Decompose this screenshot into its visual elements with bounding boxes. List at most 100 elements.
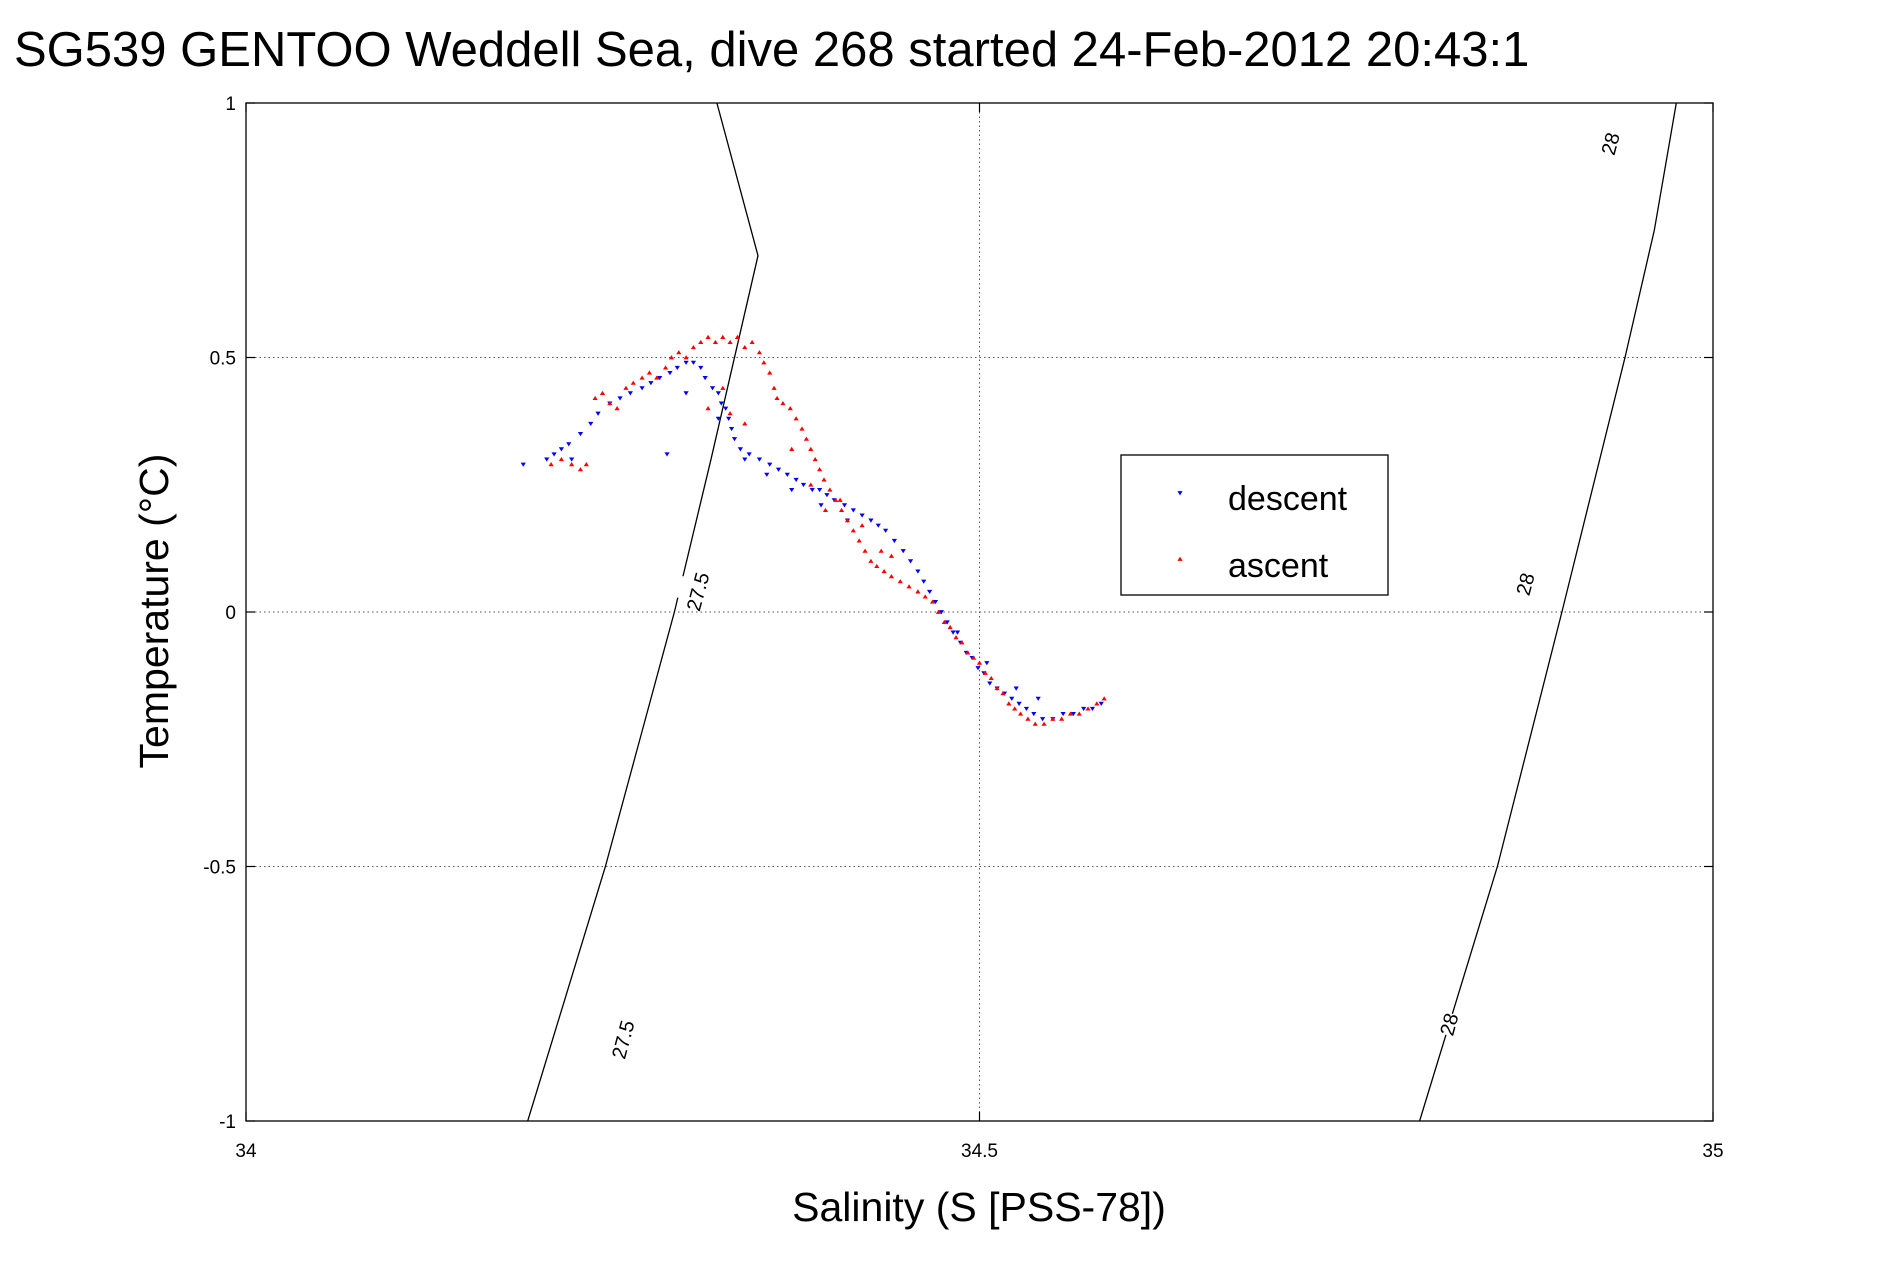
ascent-point xyxy=(953,635,959,640)
legend-marker-descent xyxy=(1177,491,1183,496)
ascent-point xyxy=(742,344,748,350)
descent-point xyxy=(921,579,927,584)
descent-point xyxy=(728,426,735,432)
ascent-point xyxy=(577,467,584,472)
contour-label-bg xyxy=(1578,125,1643,163)
descent-point xyxy=(841,503,848,508)
ascent-point xyxy=(971,655,977,660)
descent-point xyxy=(850,508,856,513)
ascent-point xyxy=(982,670,988,675)
y-tick-label: -1 xyxy=(219,1112,236,1133)
y-tick-label: 1 xyxy=(225,94,236,115)
descent-point xyxy=(627,391,633,396)
descent-point xyxy=(648,381,654,386)
descent-point xyxy=(1016,701,1022,706)
descent-point xyxy=(756,457,763,462)
ascent-point xyxy=(888,574,895,579)
ascent-point xyxy=(1085,706,1091,711)
isopycnal-line-27.5 xyxy=(527,103,759,1121)
ascent-point xyxy=(1032,721,1038,726)
ascent-point xyxy=(1094,701,1100,706)
y-tick-label: 0.5 xyxy=(210,349,236,370)
ascent-point xyxy=(771,385,777,390)
ascent-point xyxy=(698,339,704,345)
descent-point xyxy=(742,457,748,462)
isopycnal-line-28 xyxy=(1418,103,1677,1121)
ascent-point xyxy=(720,385,726,390)
ascent-point xyxy=(799,426,805,431)
descent-point xyxy=(950,630,956,635)
ascent-point xyxy=(808,446,814,451)
legend-marker-ascent-shape xyxy=(1177,556,1183,561)
x-tick-label: 35 xyxy=(1702,1141,1723,1162)
descent-point xyxy=(690,360,697,365)
descent-point xyxy=(737,447,743,452)
descent-point xyxy=(764,472,770,477)
ascent-point xyxy=(676,350,682,355)
legend-marker-descent-shape xyxy=(1177,491,1183,496)
ascent-point xyxy=(1012,706,1018,711)
ascent-point xyxy=(803,436,809,441)
ascent-point xyxy=(548,462,554,467)
descent-point xyxy=(520,462,526,467)
descent-point xyxy=(915,569,921,574)
ascent-point xyxy=(789,446,795,451)
descent-point xyxy=(674,365,680,371)
ascent-point xyxy=(827,487,833,492)
ascent-point xyxy=(881,568,887,574)
descent-point xyxy=(1081,706,1087,712)
ascent-point xyxy=(897,579,903,584)
ascent-point xyxy=(787,406,793,411)
descent-point xyxy=(984,661,990,666)
y-axis-label: Temperature (°C) xyxy=(131,454,177,769)
descent-point xyxy=(824,493,830,498)
descent-point xyxy=(1070,711,1076,717)
descent-point xyxy=(683,360,689,365)
ascent-point xyxy=(1059,716,1065,721)
descent-point xyxy=(816,488,823,493)
ascent-point xyxy=(941,619,947,624)
descent-point xyxy=(667,370,673,376)
ascent-point xyxy=(614,406,620,411)
ascent-point xyxy=(906,584,912,589)
ascent-point xyxy=(1017,711,1024,716)
ascent-point xyxy=(868,558,874,563)
ascent-point xyxy=(812,456,818,462)
descent-point xyxy=(731,437,738,442)
ascent-point xyxy=(767,370,773,375)
descent-point xyxy=(746,452,752,457)
descent-point xyxy=(569,457,575,462)
ascent-point xyxy=(994,686,1000,691)
descent-point xyxy=(718,401,724,406)
descent-point xyxy=(932,600,939,605)
ascent-point xyxy=(1050,716,1056,721)
descent-point xyxy=(1060,711,1066,717)
ascent-point xyxy=(1025,716,1031,721)
descent-point xyxy=(1098,701,1104,706)
ascent-point xyxy=(833,497,839,502)
ascent-point xyxy=(844,518,851,523)
legend-box xyxy=(1120,454,1389,596)
ascent-point xyxy=(720,334,726,339)
ascent-point xyxy=(988,675,994,680)
x-tick-label: 34 xyxy=(235,1141,257,1162)
descent-point xyxy=(683,391,689,396)
descent-point xyxy=(657,376,663,381)
ascent-point xyxy=(646,370,653,375)
ascent-point xyxy=(705,406,711,411)
descent-point xyxy=(975,666,981,671)
ascent-point xyxy=(959,640,965,645)
descent-point xyxy=(1039,717,1046,722)
descent-point xyxy=(664,452,670,457)
descent-point xyxy=(789,488,795,493)
descent-point xyxy=(1009,696,1015,701)
ascent-point xyxy=(654,375,660,380)
ascent-point xyxy=(922,594,928,599)
ascent-point xyxy=(793,416,799,421)
ascent-point xyxy=(761,360,767,365)
ascent-point xyxy=(607,400,613,406)
contour-label-bg xyxy=(666,573,730,611)
ascent-point xyxy=(630,380,636,385)
ascent-point xyxy=(1000,691,1006,696)
